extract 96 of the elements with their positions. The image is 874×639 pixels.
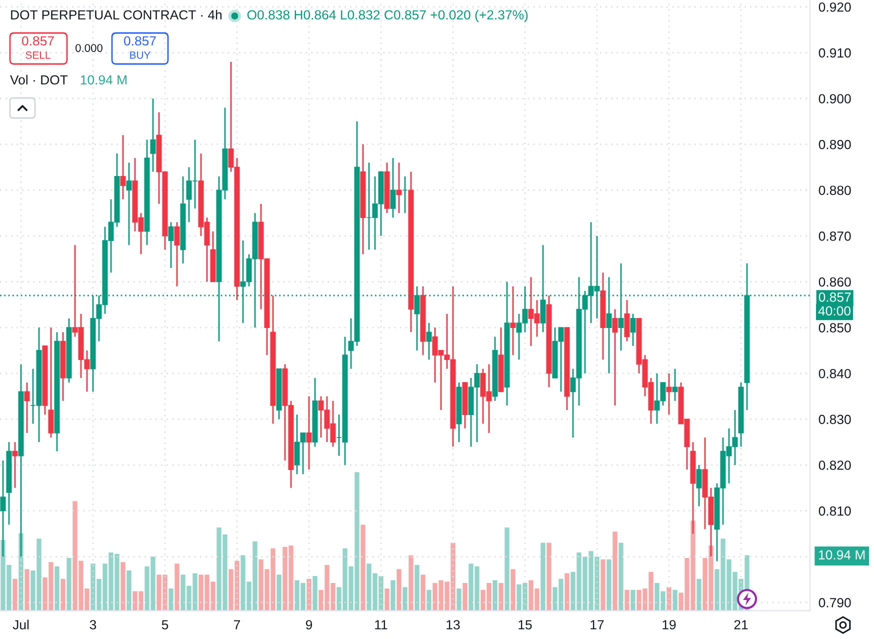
y-tick-label: 0.870 bbox=[818, 232, 851, 241]
y-tick-label: 0.790 bbox=[818, 598, 851, 608]
bar bbox=[696, 578, 702, 611]
candlestick bbox=[390, 157, 396, 218]
y-tick-label: 0.850 bbox=[818, 323, 851, 332]
x-tick-label: Jul bbox=[12, 620, 29, 630]
ref-line-label: 0.857 bbox=[818, 292, 851, 302]
y-tick-label: 0.840 bbox=[818, 368, 851, 378]
x-tick-label: 13 bbox=[446, 620, 460, 630]
x-tick-label: 17 bbox=[590, 620, 604, 630]
y-tick-label: 0.920 bbox=[818, 2, 851, 12]
candlestick bbox=[426, 322, 432, 360]
y-tick-label: 0.820 bbox=[818, 460, 851, 470]
bar bbox=[414, 564, 420, 611]
bar bbox=[306, 578, 312, 611]
candlestick bbox=[174, 222, 180, 288]
x-tick-label: 19 bbox=[662, 620, 676, 630]
bar bbox=[12, 578, 18, 611]
bar bbox=[384, 588, 390, 611]
y-tick-label: 0.910 bbox=[818, 48, 851, 58]
annotation: BUY bbox=[130, 52, 150, 59]
annotation: 10.94 M bbox=[80, 75, 126, 85]
bar bbox=[666, 587, 672, 611]
bar bbox=[612, 532, 618, 611]
y-tick-label: 0.900 bbox=[818, 94, 851, 104]
candlestick bbox=[666, 372, 672, 416]
annotation: 0.857 bbox=[22, 36, 54, 46]
text: 10.94 M bbox=[819, 550, 865, 560]
bar bbox=[390, 580, 396, 611]
candlestick bbox=[672, 368, 678, 402]
x-tick-label: 15 bbox=[518, 620, 532, 630]
x-tick-label: 7 bbox=[234, 620, 240, 630]
bar bbox=[462, 582, 468, 611]
annotation: 0.000 bbox=[76, 44, 102, 52]
bar bbox=[168, 588, 174, 611]
bar bbox=[564, 573, 570, 611]
y-tick-label: 0.880 bbox=[818, 186, 851, 196]
candlestick bbox=[24, 382, 30, 434]
text: DOT PERPETUAL CONTRACT · 4h bbox=[11, 10, 222, 20]
annotation: 0.857 bbox=[124, 36, 156, 46]
bar bbox=[174, 564, 180, 611]
candlestick bbox=[168, 222, 174, 269]
candlestick bbox=[126, 162, 132, 246]
x-tick-label: 9 bbox=[306, 620, 312, 630]
candlestick bbox=[12, 441, 18, 489]
bar bbox=[498, 582, 504, 611]
bar bbox=[618, 542, 624, 611]
bar bbox=[456, 588, 462, 611]
candlestick bbox=[306, 396, 312, 470]
x-tick-label: 21 bbox=[734, 620, 748, 630]
x-tick-label: 5 bbox=[162, 620, 168, 630]
candlestick bbox=[120, 134, 126, 200]
annotation: O0.838 H0.864 L0.832 C0.857 +0.020 (+2.37%) bbox=[247, 10, 528, 22]
candlestick bbox=[150, 98, 156, 172]
bar bbox=[426, 590, 432, 611]
bar bbox=[540, 542, 546, 611]
x-tick-label: 3 bbox=[90, 620, 96, 630]
bar bbox=[120, 562, 126, 611]
bar bbox=[420, 574, 426, 611]
bar bbox=[600, 559, 606, 611]
candlestick bbox=[402, 176, 408, 214]
candlestick bbox=[696, 464, 702, 507]
y-tick-label: 0.890 bbox=[818, 140, 851, 150]
candlestick bbox=[48, 326, 54, 438]
candlestick bbox=[612, 308, 618, 406]
bar bbox=[510, 569, 516, 611]
bar bbox=[360, 524, 366, 611]
y-tick-label: 0.830 bbox=[818, 414, 851, 424]
y-tick-label: 0.860 bbox=[818, 277, 851, 287]
annotation: SELL bbox=[26, 51, 50, 59]
bar bbox=[60, 578, 66, 611]
candlestick bbox=[510, 286, 516, 356]
bar bbox=[402, 587, 408, 611]
candlestick bbox=[396, 162, 402, 214]
x-tick-label: 11 bbox=[375, 620, 388, 630]
bar bbox=[276, 574, 282, 611]
bar bbox=[546, 542, 552, 611]
bar bbox=[312, 576, 318, 611]
bar bbox=[126, 570, 132, 611]
bar bbox=[606, 559, 612, 611]
bar bbox=[672, 590, 678, 611]
bar bbox=[492, 580, 498, 611]
bar bbox=[624, 590, 630, 611]
chart-title: Vol · DOT bbox=[10, 74, 68, 85]
y-tick-label: 0.810 bbox=[818, 506, 851, 516]
bar bbox=[408, 555, 414, 611]
text: 40:00 bbox=[818, 306, 850, 316]
bar bbox=[66, 558, 72, 611]
bar bbox=[24, 569, 30, 611]
bar bbox=[18, 533, 24, 611]
bar bbox=[54, 566, 60, 611]
candlestick bbox=[624, 299, 630, 342]
bar bbox=[396, 569, 402, 611]
candlestick bbox=[630, 313, 636, 347]
bar bbox=[630, 590, 636, 611]
bar bbox=[504, 528, 510, 611]
